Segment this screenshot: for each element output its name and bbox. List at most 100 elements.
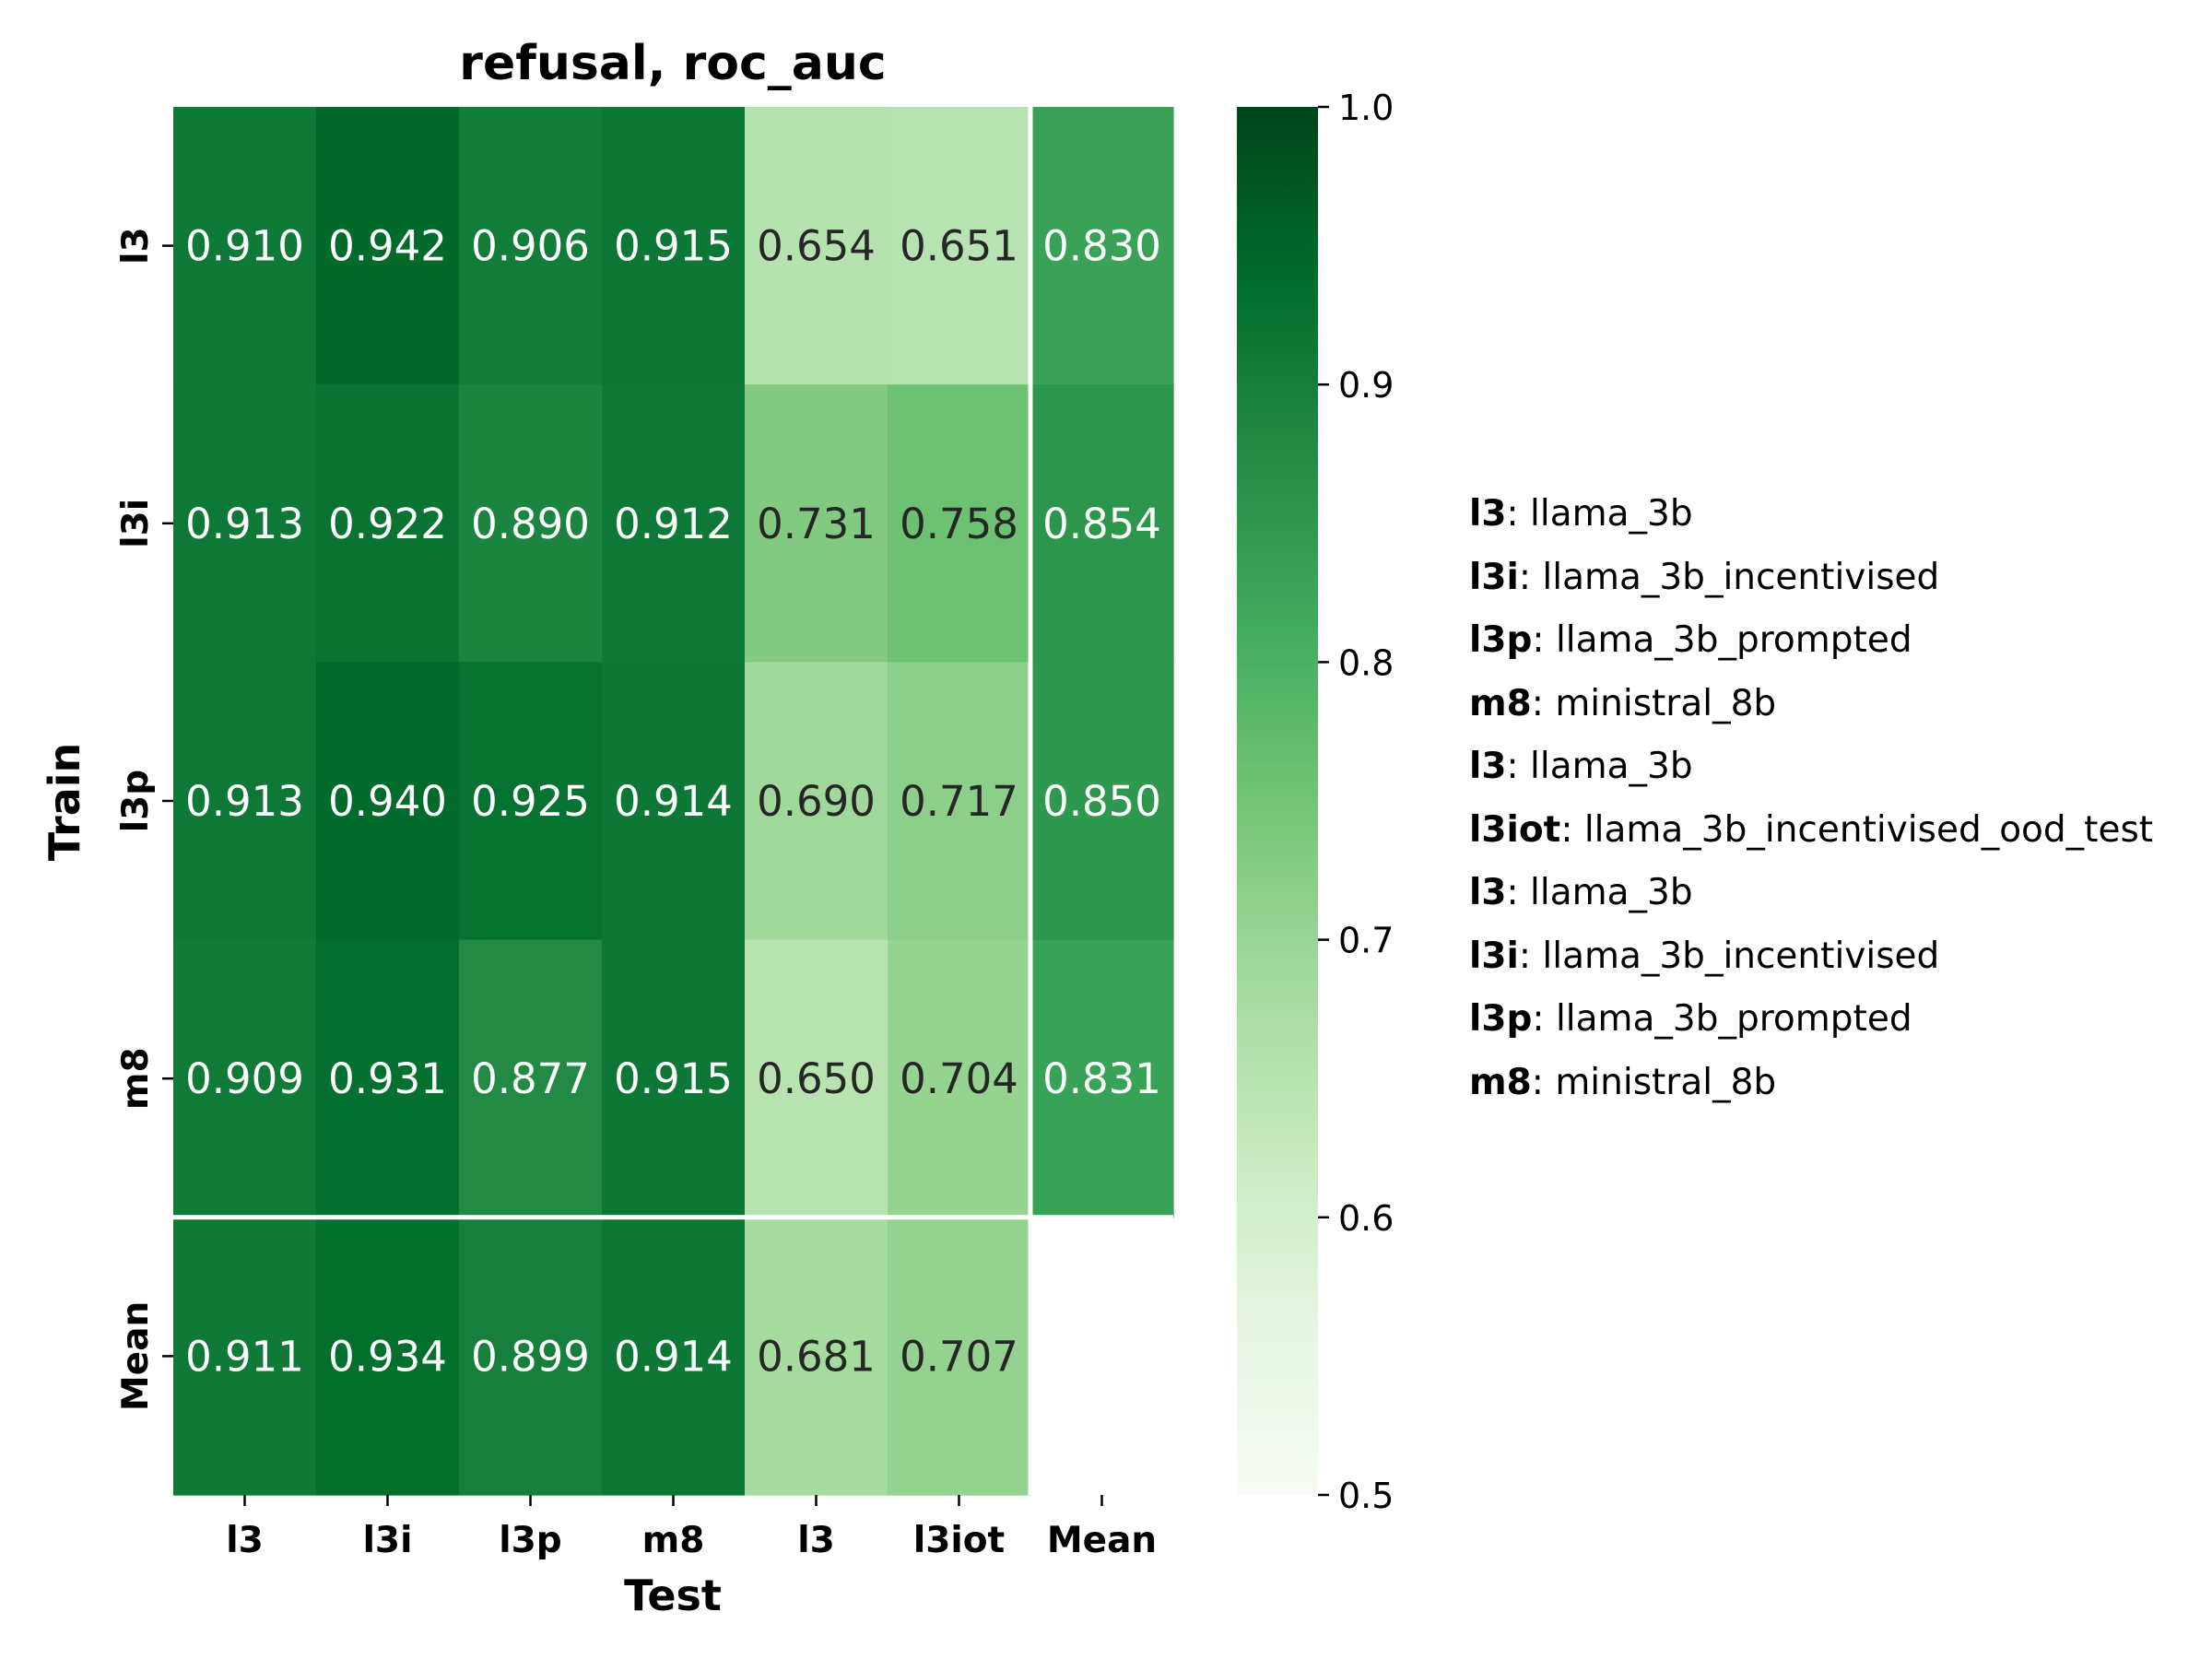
cell-value-label: 0.704 bbox=[900, 1054, 1018, 1103]
x-tick-label: Mean bbox=[1047, 1520, 1157, 1561]
legend-value: : ministral_8b bbox=[1531, 1061, 1777, 1103]
heatmap-cell bbox=[602, 662, 746, 941]
legend-key: l3iot bbox=[1469, 808, 1561, 851]
cell-value-label: 0.915 bbox=[614, 222, 733, 271]
x-tick-label: l3i bbox=[363, 1520, 413, 1561]
x-tick-label: l3p bbox=[499, 1520, 561, 1561]
cell-value-label: 0.830 bbox=[1042, 222, 1161, 271]
heatmap-cell bbox=[173, 662, 317, 941]
cell-value-label: 0.922 bbox=[328, 500, 447, 548]
heatmap-cell bbox=[602, 1217, 746, 1496]
cell-value-label: 0.931 bbox=[328, 1054, 447, 1103]
heatmap-cell bbox=[745, 939, 888, 1218]
colorbar bbox=[1237, 107, 1318, 1495]
heatmap-cell bbox=[459, 1217, 603, 1496]
heatmap-cell bbox=[316, 384, 460, 663]
cell-value-label: 0.940 bbox=[328, 777, 447, 826]
legend-value: : llama_3b_prompted bbox=[1532, 619, 1912, 661]
cell-value-label: 0.651 bbox=[900, 222, 1018, 271]
heatmap-cell bbox=[173, 1217, 317, 1496]
cell-value-label: 0.915 bbox=[614, 1054, 733, 1103]
heatmap-cell bbox=[888, 939, 1031, 1218]
legend-key: l3p bbox=[1469, 998, 1533, 1040]
chart-title: refusal, roc_auc bbox=[459, 36, 886, 91]
heatmap-cell bbox=[173, 384, 317, 663]
cell-value-label: 0.899 bbox=[471, 1332, 590, 1381]
heatmap-cell bbox=[745, 107, 888, 385]
heatmap-cell bbox=[888, 384, 1031, 663]
legend-key: m8 bbox=[1469, 1061, 1532, 1103]
heatmap-cell bbox=[888, 107, 1031, 385]
heatmap-cell bbox=[1030, 662, 1174, 941]
cell-value-label: 0.909 bbox=[185, 1054, 304, 1103]
legend-item: m8: ministral_8b bbox=[1469, 1061, 2153, 1128]
legend-item: l3iot: llama_3b_incentivised_ood_test bbox=[1469, 808, 2154, 876]
legend-value: : llama_3b_incentivised_ood_test bbox=[1560, 808, 2154, 851]
legend-item: l3p: llama_3b_prompted bbox=[1469, 1001, 2153, 1065]
heatmap-cell bbox=[888, 662, 1031, 941]
legend-item: l3: llama_3b bbox=[1469, 875, 2153, 938]
legend-key: l3 bbox=[1469, 872, 1507, 913]
mean-separators bbox=[173, 107, 1173, 1495]
y-tick-label: Mean bbox=[115, 1301, 157, 1411]
legend-key: l3 bbox=[1469, 493, 1507, 535]
cell-value-label: 0.911 bbox=[185, 1332, 304, 1381]
legend-value: : llama_3b_incentivised bbox=[1518, 556, 1940, 598]
heatmap-cell bbox=[1030, 384, 1174, 663]
colorbar-tick-label: 0.9 bbox=[1338, 365, 1394, 406]
cell-value-label: 0.913 bbox=[185, 777, 304, 826]
heatmap-cell bbox=[745, 1217, 888, 1496]
legend-value: : llama_3b bbox=[1506, 746, 1693, 787]
cell-value-label: 0.654 bbox=[757, 222, 876, 271]
cell-value-label: 0.906 bbox=[471, 222, 590, 271]
cell-value-label: 0.681 bbox=[757, 1332, 876, 1381]
cell-value-label: 0.717 bbox=[900, 777, 1018, 826]
legend-value: : llama_3b bbox=[1506, 872, 1693, 913]
cell-value-label: 0.913 bbox=[185, 500, 304, 548]
heatmap-cell bbox=[602, 939, 746, 1218]
heatmap-cell bbox=[459, 107, 603, 385]
colorbar-tick-label: 0.7 bbox=[1338, 921, 1394, 961]
cell-value-label: 0.910 bbox=[185, 222, 304, 271]
cell-value-label: 0.831 bbox=[1042, 1054, 1161, 1103]
heatmap-cell bbox=[316, 1217, 460, 1496]
cell-value-label: 0.854 bbox=[1042, 500, 1161, 548]
y-tick-label: l3i bbox=[115, 499, 157, 548]
y-tick-label: m8 bbox=[115, 1047, 157, 1110]
x-axis-ticks: l3 l3i l3p m8 l3 l3iot Mean bbox=[226, 1495, 1157, 1561]
legend-value: : ministral_8b bbox=[1531, 682, 1777, 724]
legend-value: : llama_3b bbox=[1506, 493, 1693, 535]
heatmap-cell bbox=[316, 662, 460, 941]
legend-item: l3i: llama_3b_incentivised bbox=[1469, 935, 2153, 1002]
cell-value-label: 0.731 bbox=[757, 500, 876, 548]
colorbar-tick-label: 0.6 bbox=[1338, 1198, 1394, 1239]
y-tick-label: l3 bbox=[115, 227, 157, 265]
x-axis-label: Test bbox=[624, 1571, 722, 1620]
colorbar-ticks: 0.5 0.6 0.7 0.8 0.9 1.0 bbox=[1318, 88, 1394, 1516]
cell-value-label: 0.650 bbox=[757, 1054, 876, 1103]
cell-value-label: 0.707 bbox=[900, 1332, 1018, 1381]
colorbar-tick-label: 1.0 bbox=[1338, 88, 1394, 128]
heatmap-cell bbox=[1030, 107, 1174, 385]
legend-key: l3p bbox=[1469, 619, 1533, 661]
legend-value: : llama_3b_prompted bbox=[1532, 998, 1912, 1040]
heatmap-cell bbox=[745, 384, 888, 663]
legend-key: l3i bbox=[1469, 935, 1519, 977]
heatmap-cell bbox=[745, 662, 888, 941]
heatmap-cell bbox=[459, 662, 603, 941]
heatmap-cell bbox=[602, 384, 746, 663]
legend-item: l3: llama_3b bbox=[1469, 496, 2153, 559]
cell-value-label: 0.934 bbox=[328, 1332, 447, 1381]
cell-value-label: 0.925 bbox=[471, 777, 590, 826]
cell-value-label: 0.914 bbox=[614, 777, 733, 826]
legend-item: m8: ministral_8b bbox=[1469, 682, 2153, 749]
y-axis-ticks: l3 l3i l3p m8 Mean bbox=[115, 227, 173, 1411]
heatmap-cell bbox=[316, 939, 460, 1218]
heatmap-cell bbox=[1030, 939, 1174, 1218]
heatmap-cells: 0.910 0.942 0.906 0.915 0.654 0.651 0.830 0.913… bbox=[173, 107, 1174, 1496]
cell-value-label: 0.758 bbox=[900, 500, 1018, 548]
heatmap-cell bbox=[888, 1217, 1031, 1496]
cell-value-label: 0.690 bbox=[757, 777, 876, 826]
cell-value-label: 0.877 bbox=[471, 1054, 590, 1103]
